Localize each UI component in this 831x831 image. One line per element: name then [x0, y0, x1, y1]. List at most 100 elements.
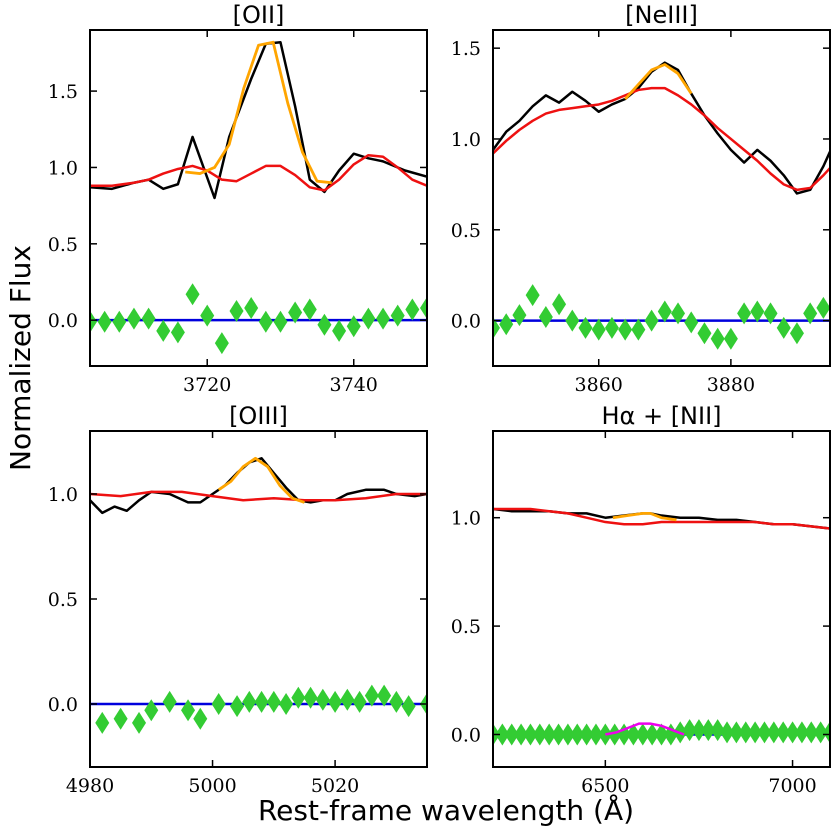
- x-tick-label: 3720: [183, 374, 231, 396]
- residual-point: [279, 693, 294, 715]
- residual-point: [126, 307, 141, 330]
- x-axis-label: Rest-frame wavelength (Å): [258, 793, 634, 827]
- panel-3: 4980 5000 5020 0.0 0.5 1.0 [OIII]: [48, 402, 428, 797]
- residual-point: [97, 310, 112, 333]
- panels: 3720 3740 0.0 0.5 1.0 1.5 [OII] 3860 3880 0.0 0.5 1…: [48, 1, 831, 797]
- residual-point: [181, 699, 196, 722]
- series-fit: [217, 456, 305, 504]
- y-tick-label: 0.0: [451, 311, 481, 333]
- residual-point: [789, 322, 804, 345]
- residual-point: [523, 723, 538, 746]
- residual-point: [254, 690, 269, 713]
- residual-point: [156, 319, 171, 342]
- residual-point: [185, 283, 200, 306]
- residual-point: [141, 307, 156, 330]
- residual-point: [132, 711, 147, 734]
- residual-point: [776, 721, 791, 744]
- y-tick-label: 0.5: [48, 234, 78, 256]
- residual-point: [376, 307, 391, 330]
- residual-point: [389, 690, 404, 713]
- residual-point: [514, 723, 529, 746]
- residual-point: [618, 318, 633, 341]
- residual-point: [697, 322, 712, 345]
- residual-point: [671, 302, 686, 325]
- residual-point: [162, 690, 177, 713]
- series-model: [90, 153, 427, 192]
- panel-title: Hα + [NII]: [601, 402, 721, 430]
- series-model: [90, 490, 427, 502]
- panel-4: 6500 7000 0.0 0.5 1.0 Hα + [NII]: [451, 402, 831, 797]
- x-tick-label: 5020: [311, 775, 359, 797]
- residual-point: [317, 313, 332, 336]
- residual-point: [144, 699, 159, 722]
- residual-point: [315, 688, 330, 711]
- residual-point: [495, 723, 510, 746]
- residual-point: [763, 302, 778, 325]
- residual-point: [645, 723, 660, 746]
- residual-point: [258, 310, 273, 333]
- residual-point: [361, 307, 376, 330]
- residual-point: [364, 684, 379, 707]
- residual-point: [542, 723, 557, 746]
- x-tick-label: 5000: [188, 775, 236, 797]
- plot-area: [493, 507, 830, 746]
- residual-point: [570, 723, 585, 746]
- residual-point: [288, 301, 303, 324]
- residual-point: [377, 684, 392, 707]
- residual-point: [551, 723, 566, 746]
- residual-point: [229, 300, 244, 323]
- residual-point: [352, 690, 367, 713]
- x-tick-label: 3740: [330, 374, 378, 396]
- residual-point: [346, 315, 361, 338]
- residual-point: [723, 327, 738, 350]
- plot-area: [90, 456, 427, 734]
- residual-point: [340, 688, 355, 711]
- residual-point: [302, 298, 317, 321]
- residual-point: [657, 300, 672, 323]
- residual-point: [499, 313, 514, 336]
- residual-point: [710, 327, 725, 350]
- residual-point: [493, 316, 500, 339]
- residual-point: [273, 310, 288, 333]
- panel-2: 3860 3880 0.0 0.5 1.0 1.5 [NeIII]: [451, 1, 831, 396]
- y-tick-label: 0.0: [451, 724, 481, 746]
- residual-point: [532, 723, 547, 746]
- residual-point: [90, 310, 97, 333]
- residual-point: [266, 690, 281, 713]
- residual-point: [578, 316, 593, 339]
- residual-point: [538, 305, 553, 328]
- x-tick-label: 3860: [575, 374, 623, 396]
- y-tick-label: 0.5: [451, 616, 481, 638]
- residual-point: [626, 723, 641, 746]
- series-model: [493, 507, 830, 530]
- series-fit: [624, 63, 693, 100]
- residual-point: [635, 723, 650, 746]
- residual-point: [214, 332, 229, 355]
- residual-point: [654, 723, 669, 746]
- y-tick-label: 1.5: [48, 81, 78, 103]
- residual-point: [813, 721, 828, 744]
- residual-point: [303, 686, 318, 709]
- residual-point: [785, 721, 800, 744]
- residual-point: [604, 316, 619, 339]
- residual-point: [560, 723, 575, 746]
- residual-point: [242, 690, 257, 713]
- residual-point: [823, 721, 830, 744]
- x-tick-label: 4980: [66, 775, 114, 797]
- residual-point: [504, 723, 519, 746]
- residual-point: [170, 321, 185, 344]
- residual-point: [766, 721, 781, 744]
- residual-point: [552, 293, 567, 316]
- series-data: [493, 61, 830, 195]
- residual-point: [591, 318, 606, 341]
- series-data: [90, 457, 427, 515]
- plot-area: [493, 61, 830, 350]
- residual-point: [405, 298, 420, 321]
- residual-point: [588, 723, 603, 746]
- residual-point: [738, 721, 753, 744]
- plot-area: [90, 40, 427, 355]
- residual-point: [644, 309, 659, 332]
- y-tick-label: 1.0: [48, 157, 78, 179]
- panel-title: [OII]: [233, 1, 285, 29]
